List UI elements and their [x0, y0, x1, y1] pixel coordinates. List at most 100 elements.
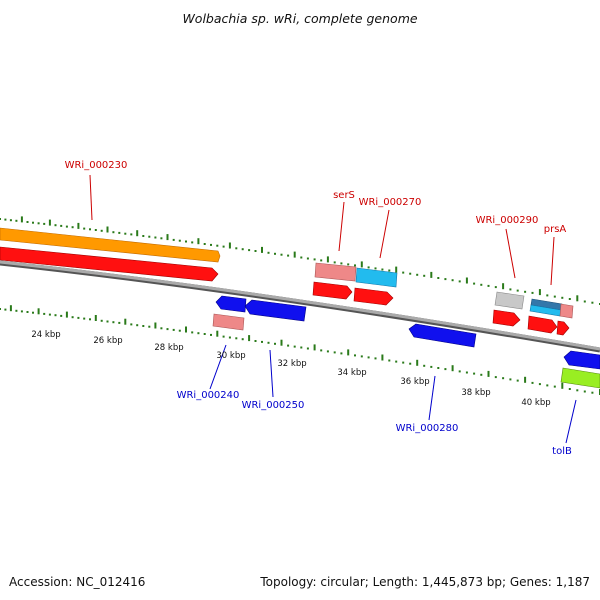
minor-tick-mark: [197, 332, 200, 335]
major-tick-mark: [106, 226, 109, 233]
gene-pink-feature[interactable]: [559, 303, 574, 319]
minor-tick-mark: [553, 295, 556, 298]
minor-tick-mark: [416, 273, 419, 276]
minor-tick-mark: [235, 247, 238, 250]
gene-red-feature-a[interactable]: [312, 281, 353, 300]
gene-wri-000230[interactable]: [0, 246, 219, 282]
gene-sers[interactable]: [314, 262, 357, 282]
major-tick-mark: [561, 382, 564, 389]
minor-tick-mark: [531, 381, 534, 384]
minor-tick-mark: [374, 267, 377, 270]
major-tick-mark: [487, 370, 490, 377]
minor-tick-mark: [210, 243, 212, 246]
minor-tick-mark: [300, 256, 303, 259]
minor-tick-mark: [118, 231, 121, 234]
major-tick-mark: [9, 305, 12, 312]
minor-tick-mark: [287, 344, 290, 347]
minor-tick-mark: [395, 360, 398, 363]
kbp-tick-labels: 24 kbp 26 kbp 28 kbp 30 kbp 32 kbp 34 kbp 36 k…: [31, 330, 550, 408]
gene-wri-000240[interactable]: [215, 295, 247, 313]
minor-tick-mark: [191, 331, 194, 334]
minor-tick-mark: [160, 327, 163, 330]
minor-tick-mark: [360, 355, 363, 358]
minor-tick-mark: [300, 346, 303, 349]
major-tick-mark: [313, 344, 316, 351]
minor-tick-mark: [367, 266, 370, 269]
gene-wri-000290[interactable]: [492, 309, 521, 327]
minor-tick-mark: [313, 258, 316, 261]
major-tick-mark: [465, 277, 468, 284]
major-tick-mark: [94, 315, 97, 321]
gene-red-feature-b[interactable]: [527, 315, 558, 334]
minor-tick-mark: [561, 296, 564, 299]
minor-tick-mark: [254, 340, 257, 342]
minor-tick-mark: [210, 333, 212, 336]
minor-tick-mark: [267, 341, 270, 344]
minor-tick-mark: [538, 383, 541, 386]
minor-tick-mark: [228, 336, 231, 339]
gene-pink-reverse[interactable]: [212, 313, 245, 331]
minor-tick-mark: [274, 252, 276, 255]
gene-wri-000280[interactable]: [408, 323, 477, 348]
major-tick-mark: [395, 266, 398, 273]
minor-tick-mark: [37, 222, 40, 225]
minor-tick-mark: [509, 288, 512, 291]
minor-tick-mark: [261, 340, 263, 343]
leader-wri-000290: [505, 228, 516, 279]
minor-tick-mark: [458, 280, 461, 283]
major-tick-mark: [524, 376, 527, 383]
minor-tick-mark: [130, 323, 133, 326]
minor-tick-mark: [203, 243, 206, 245]
label-wri-000240: WRi_000240: [177, 390, 240, 401]
minor-tick-mark: [546, 294, 549, 297]
major-tick-mark: [430, 271, 433, 278]
minor-tick-mark: [293, 345, 296, 348]
minor-tick-mark: [583, 300, 586, 303]
kbp-tick-label: 26 kbp: [93, 336, 122, 346]
minor-tick-mark: [374, 357, 377, 360]
minor-tick-mark: [106, 320, 109, 323]
minor-tick-mark: [423, 364, 426, 367]
major-tick-mark: [451, 365, 454, 372]
kbp-tick-label: 34 kbp: [337, 368, 366, 378]
gene-orange-feature[interactable]: [0, 227, 221, 263]
minor-tick-mark: [280, 253, 283, 256]
gene-blue-right[interactable]: [563, 350, 600, 370]
gene-tolb[interactable]: [560, 367, 600, 389]
gene-wri-000250[interactable]: [244, 299, 307, 322]
minor-tick-mark: [320, 349, 323, 352]
minor-tick-mark: [333, 351, 336, 354]
minor-tick-mark: [267, 251, 270, 254]
minor-tick-mark: [409, 272, 412, 275]
label-wri-000270: WRi_000270: [359, 197, 422, 208]
minor-tick-mark: [333, 261, 336, 264]
gene-prsa[interactable]: [556, 320, 570, 336]
minor-tick-mark: [112, 321, 115, 324]
minor-tick-mark: [191, 241, 194, 244]
minor-tick-mark: [437, 277, 440, 279]
gene-gray-feature[interactable]: [494, 291, 525, 310]
minor-tick-mark: [222, 245, 225, 248]
minor-tick-mark: [26, 221, 29, 223]
accession-text: Accession: NC_012416: [9, 575, 145, 589]
minor-tick-mark: [430, 365, 433, 368]
minor-tick-mark: [516, 379, 519, 382]
label-prsa: prsA: [544, 224, 567, 235]
gene-wri-000270[interactable]: [353, 287, 394, 306]
minor-tick-mark: [473, 372, 476, 375]
minor-tick-mark: [172, 238, 175, 241]
minor-tick-mark: [583, 390, 586, 393]
minor-tick-mark: [306, 257, 309, 260]
major-tick-mark: [20, 216, 23, 223]
label-wri-000290: WRi_000290: [476, 215, 539, 226]
minor-tick-mark: [203, 333, 206, 335]
gene-cyan-feature[interactable]: [355, 267, 398, 288]
leader-wri-000240: [209, 344, 227, 390]
minor-tick-mark: [178, 329, 181, 332]
kbp-tick-label: 38 kbp: [461, 388, 490, 398]
major-tick-mark: [538, 289, 541, 296]
minor-tick-mark: [591, 301, 594, 304]
leader-tolb: [565, 399, 577, 444]
kbp-tick-label: 32 kbp: [277, 359, 306, 369]
minor-tick-mark: [148, 325, 151, 328]
